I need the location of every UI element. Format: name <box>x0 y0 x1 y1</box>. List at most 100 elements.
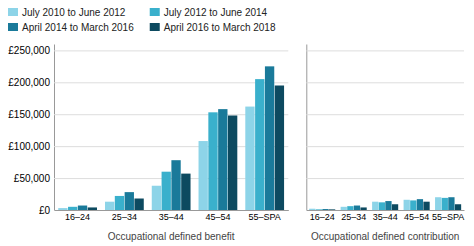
y-tick <box>306 50 464 51</box>
legend: July 2010 to June 2012 July 2012 to June … <box>8 7 276 33</box>
x-tick-label: 16–24 <box>65 212 90 222</box>
y-axis: £0 £50,000 £100,000 £150,000 £200,000 £250,00… <box>8 45 288 216</box>
bar <box>341 207 347 210</box>
y-tick-label: £0 <box>39 205 51 216</box>
x-tick: 16–24 <box>310 210 335 222</box>
bar <box>423 202 429 210</box>
grid-line <box>306 178 464 179</box>
bar <box>255 79 264 210</box>
axis-domain <box>55 210 289 211</box>
x-tick: 25–34 <box>341 210 366 222</box>
bar <box>78 206 87 210</box>
bars <box>309 197 461 210</box>
bar-series <box>322 197 454 210</box>
bar-series <box>309 197 441 210</box>
y-tick: £200,000 <box>8 77 288 88</box>
y-tick-label: £100,000 <box>8 141 50 152</box>
bar <box>162 172 171 210</box>
bar-series <box>88 86 284 211</box>
bar <box>372 202 378 210</box>
grid-line <box>54 210 288 211</box>
x-tick-label: 45–54 <box>205 212 230 222</box>
bar <box>105 202 114 210</box>
chart-container: £0 £50,000 £100,000 £150,000 £200,000 £250,00… <box>0 0 474 246</box>
bar <box>125 192 134 210</box>
legend-swatch <box>150 8 160 16</box>
bar-series <box>78 66 274 210</box>
bar <box>379 202 385 210</box>
panel: 16–24 25–34 35–44 45–5455–SPA Occupational d… <box>306 45 464 243</box>
legend-label: July 2012 to June 2014 <box>164 7 268 18</box>
bar-series <box>68 79 264 210</box>
y-tick-label: £200,000 <box>8 77 50 88</box>
axis-domain <box>306 45 307 211</box>
y-tick <box>306 114 464 115</box>
y-tick: £250,000 <box>8 45 288 56</box>
bar <box>181 174 190 210</box>
bar <box>347 206 353 210</box>
y-tick-label: £150,000 <box>8 109 50 120</box>
x-tick-label: 35–44 <box>159 212 184 222</box>
x-axis: 16–24 25–34 35–44 45–54 55–SPA <box>55 210 289 222</box>
y-tick <box>306 82 464 83</box>
bar <box>322 209 328 210</box>
bar <box>329 209 335 210</box>
legend-item: April 2014 to March 2016 <box>8 22 134 33</box>
bars <box>58 66 284 210</box>
x-axis-title: Occupational defined benefit <box>108 231 235 242</box>
bar <box>275 86 284 211</box>
bar <box>228 116 237 210</box>
legend-item: April 2016 to March 2018 <box>150 22 276 33</box>
bar-series <box>329 202 461 210</box>
grid-line <box>54 50 288 51</box>
bar <box>245 107 254 210</box>
bar <box>115 196 124 210</box>
grid-line <box>306 82 464 83</box>
legend-item: July 2010 to June 2012 <box>8 7 126 18</box>
bar <box>309 209 315 210</box>
bar <box>404 200 410 210</box>
legend-swatch <box>8 8 18 16</box>
x-tick-label: 45–54 <box>404 212 429 222</box>
bar <box>199 141 208 210</box>
legend-label: April 2014 to March 2016 <box>22 22 134 33</box>
panel: £0 £50,000 £100,000 £150,000 £200,000 £250,00… <box>8 45 289 243</box>
x-tick: 55–SPA <box>432 210 464 222</box>
x-tick: 35–44 <box>373 210 398 222</box>
chart-svg: £0 £50,000 £100,000 £150,000 £200,000 £250,00… <box>0 0 474 246</box>
bar <box>171 160 180 210</box>
x-axis-title: Occupational defined contribution <box>311 231 459 242</box>
x-tick-label: 25–34 <box>112 212 137 222</box>
x-tick: 55–SPA <box>249 210 281 222</box>
x-tick: 45–54 <box>404 210 429 222</box>
bar <box>385 201 391 210</box>
legend-swatch <box>150 23 160 31</box>
bar <box>410 200 416 210</box>
bar <box>455 204 461 210</box>
bar <box>218 109 227 210</box>
bar <box>134 199 143 210</box>
x-tick-label: 25–34 <box>341 212 366 222</box>
y-tick-label: £50,000 <box>14 173 51 184</box>
bar <box>152 186 161 210</box>
legend-swatch <box>8 23 18 31</box>
legend-item: July 2012 to June 2014 <box>150 7 268 18</box>
y-axis <box>306 45 464 211</box>
x-tick: 25–34 <box>112 210 137 222</box>
bar <box>392 204 398 210</box>
bar <box>208 112 217 210</box>
x-tick: 35–44 <box>159 210 184 222</box>
bar <box>448 197 454 210</box>
bar <box>442 198 448 210</box>
y-tick-label: £250,000 <box>8 45 50 56</box>
x-tick-label: 35–44 <box>373 212 398 222</box>
x-tick-label: 55–SPA <box>249 212 281 222</box>
grid-line <box>306 146 464 147</box>
grid-line <box>306 210 464 211</box>
grid-line <box>54 82 288 83</box>
x-tick: 45–54 <box>205 210 230 222</box>
bar <box>417 199 423 210</box>
bar <box>68 207 77 210</box>
bar-series <box>58 107 254 210</box>
legend-label: April 2016 to March 2018 <box>164 22 276 33</box>
